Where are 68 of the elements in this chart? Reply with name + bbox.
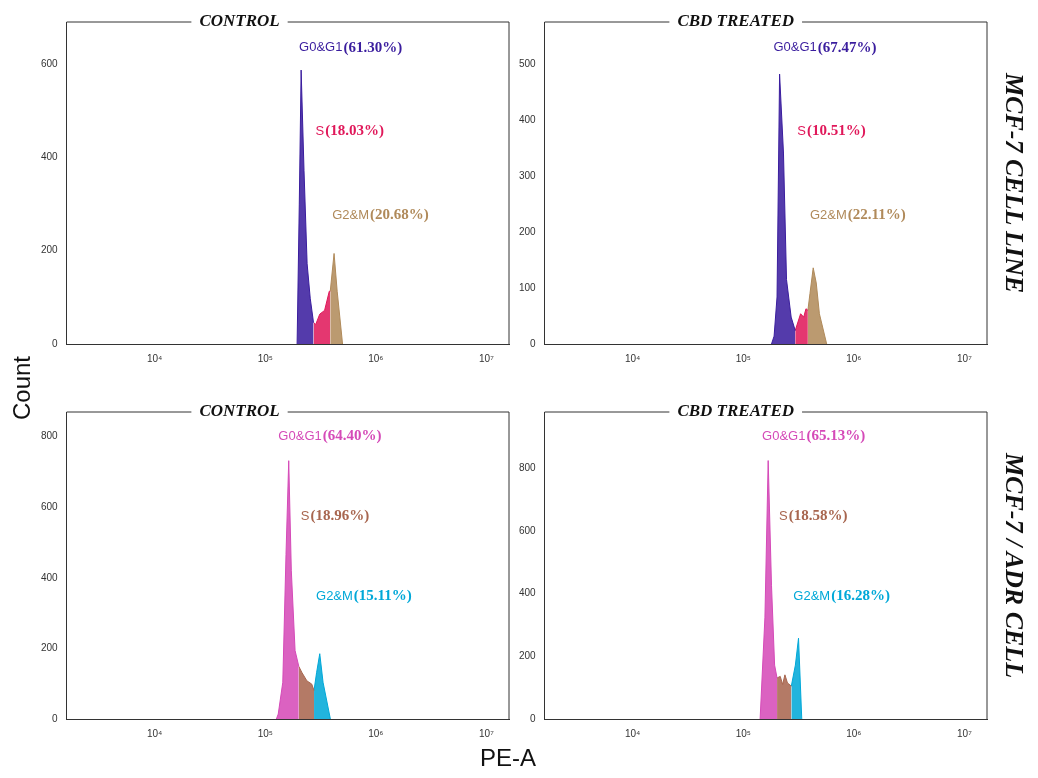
series-label: G0&G1 [299, 39, 343, 55]
x-tick-label: 10⁷ [479, 352, 495, 364]
chart-title: CONTROL [199, 11, 280, 31]
series-label: G0&G1 [278, 428, 322, 444]
y-tick-label: 500 [519, 57, 537, 69]
text: S [779, 507, 789, 523]
x-tick-label: 10⁶ [368, 727, 384, 739]
y2-axis-title: MCF-7 / ADR CELL [999, 451, 1029, 681]
y-tick-label: 400 [519, 113, 537, 125]
annotation: (20.68%) [370, 206, 429, 224]
y-tick-label: 400 [41, 151, 59, 163]
x-tick-label: 10⁴ [146, 352, 163, 364]
x-tick-label: 10⁴ [624, 352, 641, 364]
x-tick-label: 10⁶ [846, 352, 862, 364]
y-tick-label: 0 [52, 337, 59, 349]
y-tick-label: 800 [519, 462, 537, 474]
x-tick-label: 10⁶ [846, 727, 862, 739]
annotation: (10.51%) [806, 122, 866, 140]
x-tick-label: 10⁵ [257, 352, 273, 364]
annotation: (16.28%) [831, 587, 890, 605]
y-tick-label: 600 [519, 524, 537, 536]
y-tick-label: 400 [519, 587, 537, 599]
x-tick-label: 10⁵ [735, 352, 751, 364]
text: G2&M [793, 587, 831, 603]
chart-title: CBD TREATED [677, 401, 795, 421]
y-tick-label: 300 [519, 169, 537, 181]
text: S [300, 507, 310, 523]
y2-axis-title: MCF-7 CELL LINE [999, 71, 1029, 296]
x-tick-label: 10⁷ [957, 352, 973, 364]
y-tick-label: 600 [41, 501, 59, 513]
text: G2&M [316, 587, 353, 603]
annotation: (61.30%) [343, 38, 403, 56]
text: S [797, 123, 807, 139]
x-tick-label: 10⁵ [257, 727, 273, 739]
annotation: (22.11%) [847, 206, 906, 224]
y-tick-label: 400 [41, 571, 59, 583]
annotation: (67.47%) [817, 38, 877, 56]
y-tick-label: 200 [519, 225, 537, 237]
y-tick-label: 200 [41, 642, 59, 654]
y-tick-label: 200 [519, 650, 537, 662]
y-axis-title: Count [8, 355, 36, 423]
y-tick-label: 100 [519, 281, 537, 293]
y-tick-label: 0 [530, 337, 537, 349]
series-label: G0&G1 [762, 428, 806, 444]
annotation: (18.96%) [310, 507, 370, 525]
x-axis-title: PE-A [479, 744, 537, 772]
x-tick-label: 10⁷ [957, 727, 973, 739]
x-tick-label: 10⁶ [368, 352, 384, 364]
x-tick-label: 10⁵ [735, 727, 751, 739]
annotation: (15.11%) [353, 587, 412, 605]
text: G2&M [809, 206, 847, 222]
annotation: (18.03%) [325, 122, 384, 140]
chart-title: CBD TREATED [677, 11, 795, 31]
text: G2&M [332, 206, 370, 222]
x-tick-label: 10⁴ [146, 727, 163, 739]
y-tick-label: 0 [52, 712, 59, 724]
annotation: (18.58%) [788, 507, 848, 525]
annotation: (64.40%) [322, 427, 382, 445]
chart-title: CONTROL [199, 401, 280, 421]
y-tick-label: 600 [41, 57, 59, 69]
text: S [315, 123, 325, 139]
series-label: G0&G1 [773, 39, 817, 55]
x-tick-label: 10⁷ [479, 727, 495, 739]
y-tick-label: 0 [530, 712, 537, 724]
annotation: (65.13%) [806, 427, 866, 445]
y-tick-label: 200 [41, 244, 59, 256]
x-tick-label: 10⁴ [624, 727, 641, 739]
y-tick-label: 800 [41, 430, 59, 442]
